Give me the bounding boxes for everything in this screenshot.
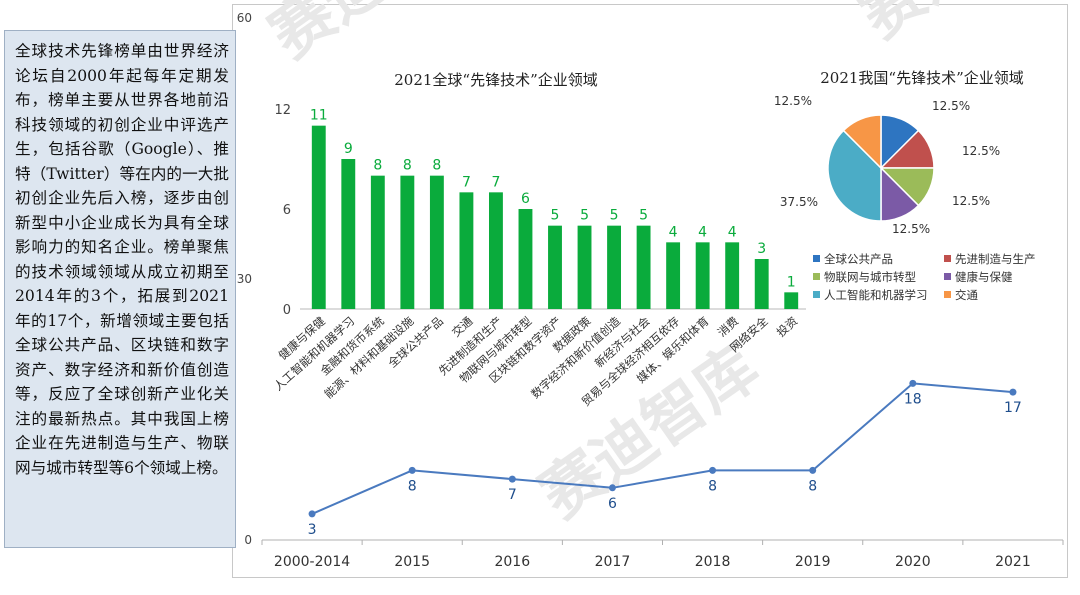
line-y-tick-label: 0 [244,533,252,547]
bar-data-label: 1 [787,274,796,290]
pie-legend-swatch [813,291,820,298]
line-x-tick-label: 2019 [795,554,831,570]
bar [636,225,651,309]
bar-y-tick-label: 0 [283,303,291,318]
description-callout: 全球技术先锋榜单由世界经济论坛自2000年起每年定期发布，榜单主要从世界各地前沿… [4,30,236,548]
bar [489,192,503,309]
bar-data-label: 4 [669,224,678,240]
pie-slice [827,129,882,222]
line-data-label: 8 [708,478,717,494]
pie-chart-title: 2021我国“先锋技术”企业领域 [820,69,1024,87]
pie-value-label: 12.5% [932,99,970,113]
bar-data-label: 7 [462,174,471,190]
bar-data-label: 8 [403,158,412,174]
watermark-text: 赛迪智库 [257,0,502,72]
line-point [308,510,316,518]
line-x-tick-label: 2020 [895,554,931,570]
bar-data-label: 4 [698,224,707,240]
bar [695,242,710,309]
line-point [809,466,817,474]
bar-data-label: 7 [491,174,500,190]
line-data-label: 3 [308,522,317,538]
bar-data-label: 8 [432,158,441,174]
bar [518,209,533,309]
bar [400,175,415,309]
pie-legend-swatch [944,273,951,280]
pie-legend-swatch [813,255,820,262]
bar [370,175,385,309]
line-point [709,466,717,474]
line-y-tick-label: 30 [237,272,252,286]
pie-legend-swatch [944,291,951,298]
pie-legend-label: 健康与保健 [955,270,1013,284]
line-point [608,484,616,492]
line-y-tick-label: 60 [237,11,252,25]
line-x-tick-label: 2018 [695,554,731,570]
pie-legend-label: 交通 [955,288,978,302]
bar-data-label: 5 [551,208,560,224]
pie-legend-label: 物联网与城市转型 [824,270,916,284]
bar-data-label: 5 [580,208,589,224]
line-data-label: 8 [408,478,417,494]
bar-data-label: 4 [728,224,737,240]
line-data-label: 18 [904,391,922,407]
line-x-tick-label: 2000-2014 [274,554,350,570]
pie-value-label: 12.5% [774,94,812,108]
pie-legend-swatch [944,255,951,262]
bar-data-label: 5 [610,208,619,224]
pie-legend-swatch [813,273,820,280]
bar [666,242,681,309]
bar [784,292,799,309]
bar [754,259,769,309]
bar [607,225,621,309]
bar [725,242,740,309]
bar-data-label: 5 [639,208,648,224]
bar-data-label: 9 [344,141,353,157]
line-data-label: 8 [808,478,817,494]
bar [459,192,474,309]
pie-slice [842,114,882,170]
line-data-label: 6 [608,496,617,512]
pie-value-label: 12.5% [892,222,930,236]
bar-chart-title: 2021全球“先锋技术”企业领域 [394,71,598,89]
pie-chart: 2021我国“先锋技术”企业领域 12.5% 12.5% 12.5% 12.5% 37.5… [774,69,1036,302]
bar-data-label: 8 [373,158,382,174]
line-data-label: 7 [508,487,517,503]
pie-legend-label: 全球公共产品 [824,252,893,266]
pie-legend-label: 先进制造与生产 [955,252,1036,266]
callout-text: 全球技术先锋榜单由世界经济论坛自2000年起每年定期发布，榜单主要从世界各地前沿… [15,42,229,477]
pie-value-label: 12.5% [952,194,990,208]
line-x-tick-label: 2017 [595,554,631,570]
pie-legend-label: 人工智能和机器学习 [824,288,928,302]
bar [341,159,356,309]
bar-data-label: 6 [521,191,530,207]
line-x-tick-label: 2021 [995,554,1031,570]
line-x-tick-label: 2015 [394,554,430,570]
bar-y-tick-label: 6 [283,203,291,218]
bar [311,125,326,310]
line-point [1009,388,1017,396]
bar [577,225,592,309]
line-point [508,475,516,483]
bar-data-label: 3 [757,241,766,257]
bar-y-tick-label: 12 [274,103,291,118]
watermark-text: 赛迪智库 [847,0,1080,52]
line-point [909,379,917,387]
line-x-tick-label: 2016 [494,554,530,570]
line-point [408,466,416,474]
line-series [311,382,1014,515]
pie-value-label: 37.5% [780,195,818,209]
pie-value-label: 12.5% [962,144,1000,158]
bar [429,175,444,309]
line-data-label: 17 [1004,400,1022,416]
bar-category-label: 投资 [774,314,800,340]
bar-data-label: 11 [310,108,328,124]
bar [548,225,562,309]
